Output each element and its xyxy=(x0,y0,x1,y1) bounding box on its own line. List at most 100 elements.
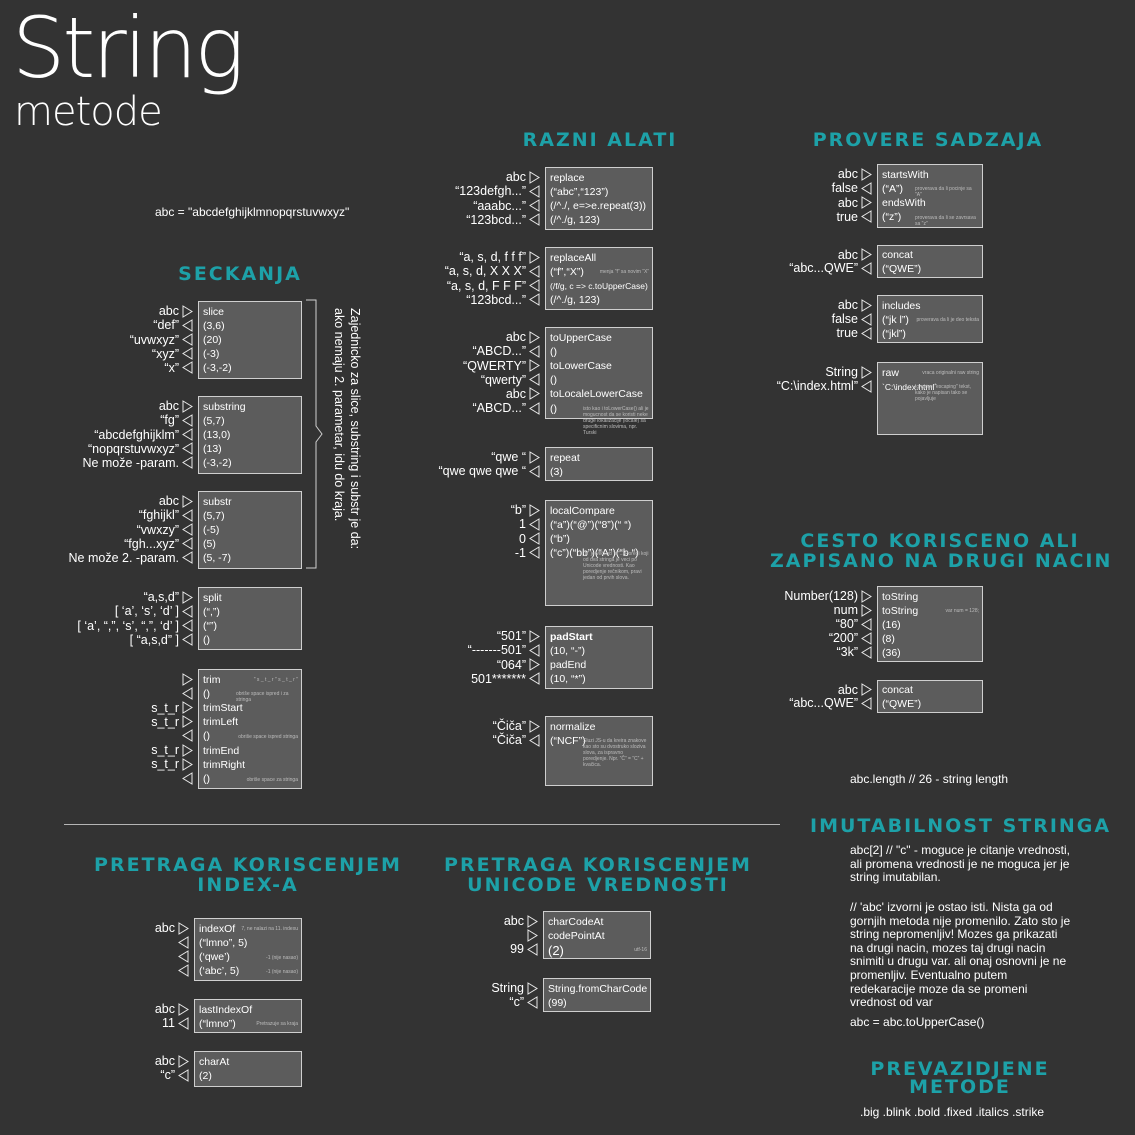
method-text: (/^./g, 123) xyxy=(550,214,600,227)
method-label: Ne može 2. -param. xyxy=(68,550,179,565)
method-label: “nopqrstuvwxyz” xyxy=(88,441,179,456)
method-text: toLowerCase xyxy=(550,360,612,372)
method-box: slice (3,6) (20) (-3) (-3,-2) xyxy=(198,301,302,379)
method-label: s_t_r xyxy=(151,700,179,715)
method-text: startsWith xyxy=(882,168,929,181)
method-label: abc xyxy=(837,247,858,262)
input-arrow-icon xyxy=(529,250,540,264)
method-text: lastIndexOf xyxy=(199,1003,253,1016)
input-arrow-icon xyxy=(182,399,193,413)
method-text: (3) xyxy=(550,465,563,478)
deprecated-methods-list: .big .blink .bold .fixed .italics .strik… xyxy=(860,1105,1045,1119)
method-label: “ABCD...” xyxy=(472,401,526,416)
method-note: vraca originalni raw string xyxy=(922,370,979,377)
output-arrow-icon xyxy=(529,184,540,198)
output-arrow-icon xyxy=(182,686,193,700)
method-text: trimRight xyxy=(203,758,246,771)
input-arrow-icon xyxy=(529,629,540,643)
method-text: replace xyxy=(550,171,585,184)
method-text: indexOf xyxy=(199,922,236,935)
method-text: (99) xyxy=(548,996,567,1009)
output-arrow-icon xyxy=(529,401,540,415)
input-arrow-icon xyxy=(182,757,193,771)
method-text: padEnd xyxy=(550,659,587,671)
method-note: " s _ t _ r " s _ t _ r " xyxy=(253,677,298,684)
method-label: -1 xyxy=(514,545,526,560)
method-label: 1 xyxy=(519,517,526,532)
output-arrow-icon xyxy=(527,942,538,956)
method-text: (13) xyxy=(203,443,222,456)
output-arrow-icon xyxy=(529,373,540,387)
method-label: false xyxy=(831,312,858,326)
output-arrow-icon xyxy=(861,645,872,659)
method-box: replaceAll (“f”,“X”) menja “f” sa novim “X… xyxy=(545,247,653,310)
method-text: (“abc”,“123”) xyxy=(550,185,609,198)
input-arrow-icon xyxy=(529,450,540,464)
output-arrow-icon xyxy=(182,318,193,332)
method-label: “fgh...xyz” xyxy=(124,536,179,551)
method-text: (2) xyxy=(199,1069,212,1082)
method-label: “C:\index.html” xyxy=(776,379,858,394)
heading-seckanja: SECKANJA xyxy=(178,263,302,285)
output-arrow-icon xyxy=(182,537,193,551)
output-arrow-icon xyxy=(529,293,540,307)
output-arrow-icon xyxy=(529,264,540,278)
method-box: raw vraca originalni raw string `C:\index… xyxy=(877,362,983,435)
method-text: normalize xyxy=(550,720,596,733)
method-text: (“,”) xyxy=(203,605,220,618)
method-text: (8) xyxy=(882,632,895,645)
output-arrow-icon xyxy=(182,333,193,346)
method-text: trimLeft xyxy=(203,716,239,729)
method-box: includes (“jk l”) proverava da li je deo t… xyxy=(877,295,983,343)
method-label: abc xyxy=(154,921,175,936)
method-label: “abc...QWE” xyxy=(789,696,858,711)
method-text: (5,7) xyxy=(203,414,225,427)
method-note: Ignorise "escaping" tekst, kako je napis… xyxy=(915,384,972,403)
input-arrow-icon xyxy=(861,683,872,697)
method-box: startsWith (“A”) proverava da li pocinje s… xyxy=(877,164,983,228)
output-arrow-icon xyxy=(182,619,193,632)
output-arrow-icon xyxy=(527,995,538,1009)
output-arrow-icon xyxy=(529,643,540,657)
heading-provere-sadzaja: PROVERE SADZAJA xyxy=(812,129,1044,151)
method-text: (10, “*”) xyxy=(550,673,586,686)
method-note: menja “f” sa novim “X” xyxy=(599,269,649,276)
method-label: “3k” xyxy=(836,645,858,659)
method-text: (-5) xyxy=(203,524,220,536)
output-arrow-icon xyxy=(861,181,872,195)
input-arrow-icon xyxy=(182,715,193,729)
input-arrow-icon xyxy=(861,365,872,379)
method-text: (10, “-”) xyxy=(550,644,585,657)
method-text: (/^./g, 123) xyxy=(550,294,600,307)
method-label: “a, s, d, f f f” xyxy=(459,250,526,265)
method-note: "b" je veći od "a"... Poredi koji od dva… xyxy=(583,550,649,581)
method-label: abc xyxy=(154,1054,175,1069)
method-text: (“jk l”) xyxy=(882,313,909,326)
method-text: substring xyxy=(203,400,246,413)
method-label: abc xyxy=(837,195,858,210)
heading-prevazidjene-line2: METODE xyxy=(909,1076,1011,1098)
method-text: includes xyxy=(882,299,921,312)
method-text: (13,0) xyxy=(203,429,231,441)
method-box: padStart (10, “-”) padEnd (10, “*”) xyxy=(545,626,653,689)
method-label: “-------501” xyxy=(467,643,526,658)
method-box: lastIndexOf (“lmno”) Pretrazuje sa kraja xyxy=(194,999,302,1033)
method-label: 0 xyxy=(519,531,526,546)
method-text: replaceAll xyxy=(550,251,597,264)
input-arrow-icon xyxy=(861,248,872,262)
method-text: concat xyxy=(882,684,913,697)
input-arrow-icon xyxy=(861,298,872,312)
input-arrow-icon xyxy=(178,921,189,935)
input-arrow-icon xyxy=(182,590,193,604)
input-arrow-icon xyxy=(527,981,538,995)
method-label: “b” xyxy=(510,503,526,518)
input-arrow-icon xyxy=(178,1002,189,1016)
heading-prevazidjene-line1: PREVAZIDJENE xyxy=(870,1058,1050,1080)
method-text: () xyxy=(203,634,210,647)
method-label: “c” xyxy=(509,995,524,1009)
method-box: indexOf 7, ne nalazi na 11. indexu (“lmno”… xyxy=(194,918,302,981)
method-label: s_t_r xyxy=(151,714,179,729)
page-title: String xyxy=(12,0,245,97)
method-label: 11 xyxy=(162,1016,175,1030)
heading-razni-alati: RAZNI ALATI xyxy=(522,129,678,151)
